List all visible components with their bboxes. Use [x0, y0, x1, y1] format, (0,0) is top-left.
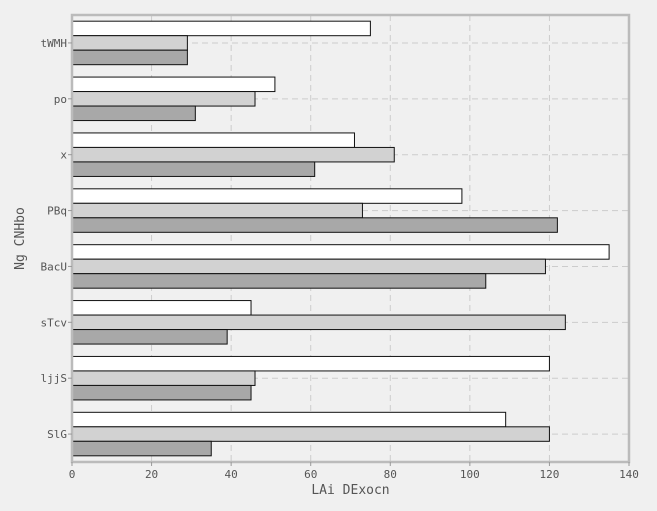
bar-ljjS-series-1 [71, 355, 550, 372]
bar-tWMH-series-2 [71, 35, 188, 51]
bars [71, 20, 610, 457]
bar-BacU-series-1 [71, 244, 610, 260]
bar-x-series-1 [71, 132, 355, 148]
bar-tWMH-series-3 [71, 49, 188, 66]
x-axis-title: LAi DExocn [311, 483, 389, 498]
bar-PBq-series-1 [71, 188, 463, 204]
y-tick-label: sTcv [41, 316, 68, 329]
bar-po-series-2 [71, 91, 256, 107]
bar-po-series-3 [71, 105, 196, 122]
bar-sTcv-series-2 [71, 314, 566, 331]
bar-x-series-3 [71, 161, 316, 177]
x-tick-label: 80 [384, 468, 397, 481]
bar-ljjS-series-2 [71, 370, 256, 386]
x-tick-label: 0 [69, 468, 76, 481]
y-tick-label: tWMH [41, 37, 68, 50]
bar-PBq-series-2 [71, 202, 363, 219]
bar-SlG-series-3 [71, 440, 212, 457]
y-tick-label: SlG [47, 428, 67, 441]
bar-x-series-2 [71, 146, 395, 163]
bar-po-series-1 [71, 76, 276, 93]
y-tick-label: x [60, 149, 67, 162]
x-tick-label: 100 [460, 468, 480, 481]
bar-ljjS-series-3 [71, 384, 252, 401]
bar-SlG-series-1 [71, 411, 507, 428]
bar-BacU-series-2 [71, 258, 546, 275]
x-tick-label: 120 [539, 468, 559, 481]
bar-tWMH-series-1 [71, 20, 371, 37]
y-tick-label: BacU [41, 260, 68, 273]
y-axis-ticks: tWMH po x PBq BacU sTcv ljjS SlG [41, 37, 72, 441]
bar-BacU-series-3 [71, 273, 487, 289]
x-tick-label: 20 [145, 468, 158, 481]
y-tick-label: PBq [47, 205, 67, 218]
x-axis-ticks: 0 20 40 60 80 100 120 140 [69, 462, 639, 481]
plot-frame [70, 13, 631, 464]
bar-PBq-series-3 [71, 217, 558, 233]
x-tick-label: 140 [619, 468, 639, 481]
y-tick-label: po [54, 93, 67, 106]
bar-sTcv-series-3 [71, 329, 228, 345]
bar-sTcv-series-1 [71, 300, 252, 316]
x-tick-label: 60 [304, 468, 317, 481]
y-axis-title: Ng CNHbo [13, 207, 28, 270]
x-tick-label: 40 [225, 468, 238, 481]
y-tick-label: ljjS [41, 372, 68, 385]
bar-SlG-series-2 [71, 426, 550, 442]
